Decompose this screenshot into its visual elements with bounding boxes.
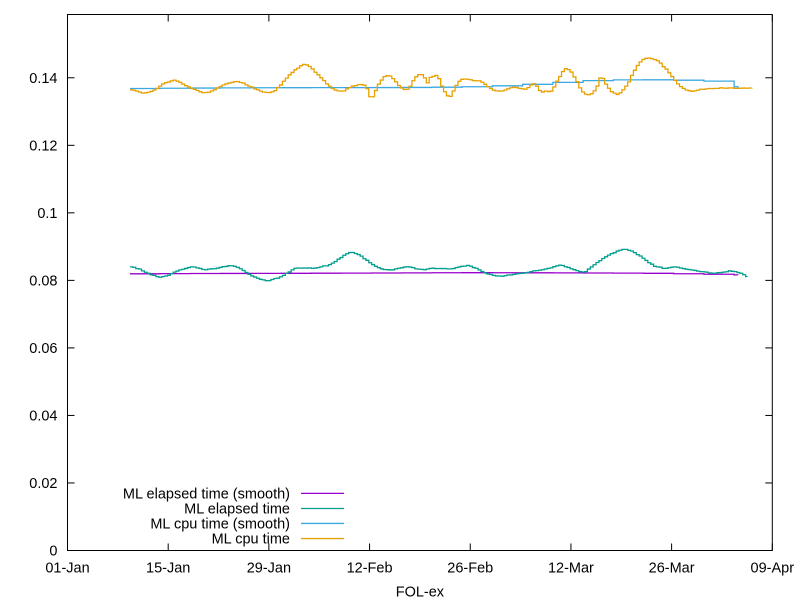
svg-text:0.06: 0.06 — [29, 341, 57, 357]
svg-text:15-Jan: 15-Jan — [146, 561, 190, 577]
svg-text:0.02: 0.02 — [29, 476, 57, 492]
svg-text:09-Apr: 09-Apr — [751, 561, 795, 577]
svg-text:0.12: 0.12 — [29, 138, 57, 154]
svg-text:ML elapsed time (smooth): ML elapsed time (smooth) — [123, 486, 290, 502]
svg-text:FOL-ex: FOL-ex — [396, 585, 445, 600]
svg-text:ML cpu time: ML cpu time — [212, 532, 290, 548]
svg-text:26-Mar: 26-Mar — [649, 561, 695, 577]
svg-text:ML cpu time (smooth): ML cpu time (smooth) — [150, 516, 290, 532]
svg-text:0: 0 — [49, 544, 57, 560]
svg-text:12-Mar: 12-Mar — [548, 561, 594, 577]
svg-text:01-Jan: 01-Jan — [45, 561, 89, 577]
svg-text:26-Feb: 26-Feb — [447, 561, 493, 577]
svg-text:ML elapsed time: ML elapsed time — [184, 501, 290, 517]
svg-text:0.14: 0.14 — [29, 71, 57, 87]
svg-text:0.1: 0.1 — [37, 206, 57, 222]
svg-text:12-Feb: 12-Feb — [347, 561, 393, 577]
svg-text:0.04: 0.04 — [29, 408, 57, 424]
svg-text:0.08: 0.08 — [29, 273, 57, 289]
svg-text:29-Jan: 29-Jan — [247, 561, 291, 577]
